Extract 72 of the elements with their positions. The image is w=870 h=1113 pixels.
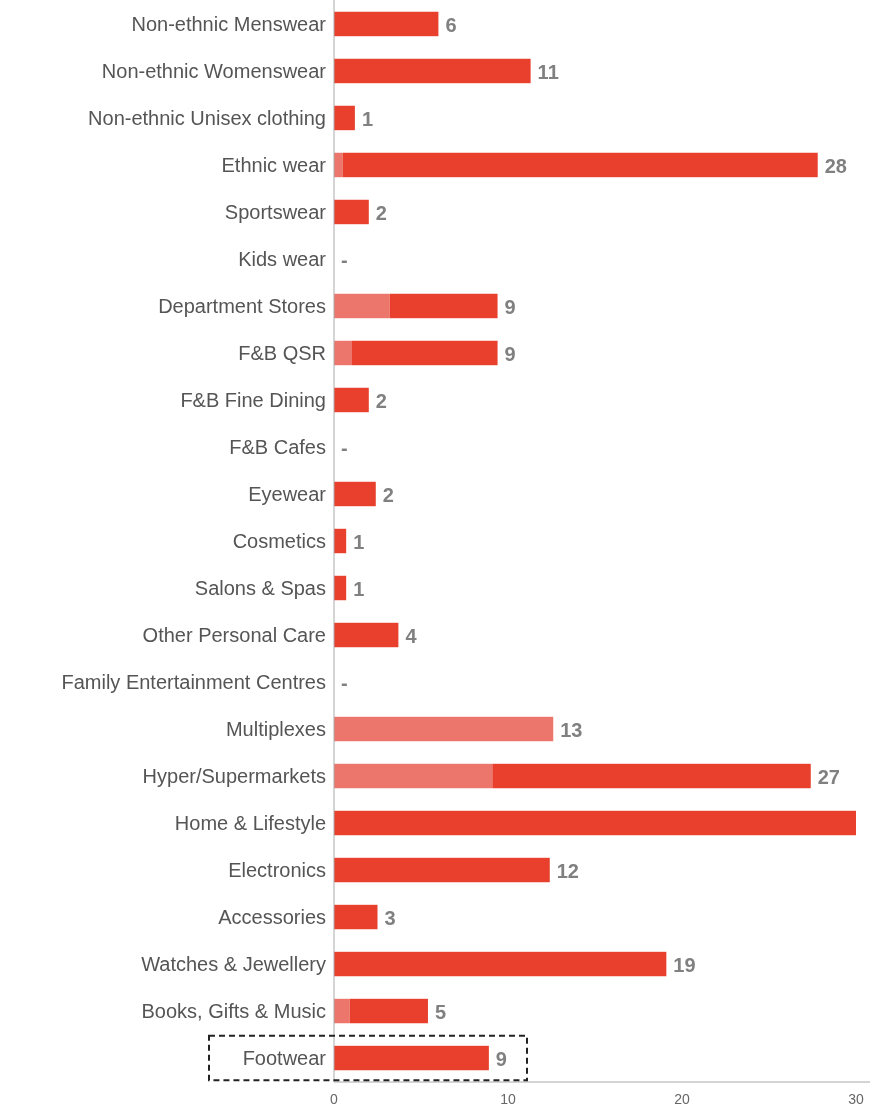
bar (334, 857, 550, 883)
bar (334, 951, 667, 977)
x-tick-label: 0 (330, 1091, 339, 1107)
y-tick-label: Family Entertainment Centres (61, 671, 326, 694)
bar (349, 998, 428, 1024)
y-tick-label: Accessories (218, 906, 326, 929)
total-label: 9 (504, 295, 516, 318)
y-tick-label: F&B Cafes (229, 435, 326, 458)
bar (334, 763, 493, 789)
total-label: 6 (445, 13, 457, 36)
bar (334, 622, 399, 648)
total-label: 1 (361, 107, 374, 130)
y-tick-label: F&B QSR (238, 341, 326, 364)
bar (334, 998, 350, 1024)
y-tick-label: Non-ethnic Menswear (131, 12, 327, 35)
y-tick-label: Hyper/Supermarkets (142, 765, 326, 788)
total-label: 1 (353, 577, 365, 600)
y-tick-label: Sportswear (224, 200, 327, 223)
total-label: - (341, 436, 348, 459)
bar (334, 105, 355, 131)
bar (334, 340, 352, 366)
total-label: 2 (375, 201, 387, 224)
total-label: 5 (434, 1000, 447, 1023)
bar (334, 293, 390, 319)
bar (389, 293, 498, 319)
y-tick-label: Department Stores (158, 294, 326, 317)
y-tick-label: Cosmetics (232, 530, 326, 552)
total-label: 12 (556, 859, 580, 882)
y-tick-label: Eyewear (248, 483, 327, 505)
x-tick-label: 30 (848, 1091, 864, 1107)
total-label: 1 (353, 530, 365, 553)
total-label: 13 (560, 718, 583, 741)
bar (334, 199, 369, 225)
y-tick-label: Non-ethnic Womenswear (101, 59, 327, 82)
bar (342, 152, 818, 178)
bar (334, 716, 554, 742)
bar (334, 58, 531, 84)
total-label: - (341, 671, 348, 694)
y-tick-label: Books, Gifts & Music (141, 1000, 326, 1023)
total-label: 3 (384, 906, 396, 929)
y-tick-label: Watches & Jewellery (141, 953, 326, 976)
y-tick-label: Non-ethnic Unisex clothing (88, 106, 326, 129)
bar (492, 763, 811, 789)
y-tick-label: Other Personal Care (142, 624, 326, 647)
x-tick-label: 20 (674, 1091, 690, 1107)
y-tick-label: Electronics (228, 859, 326, 882)
total-label: 2 (382, 483, 394, 506)
y-tick-label: F&B Fine Dining (180, 388, 326, 411)
bar (334, 810, 856, 836)
bar (334, 481, 376, 507)
total-label: 9 (504, 342, 516, 365)
total-label: 28 (824, 154, 847, 177)
y-tick-label: Salons & Spas (194, 577, 326, 599)
total-label: - (341, 248, 348, 271)
bar (334, 1045, 489, 1071)
y-tick-label: Home & Lifestyle (174, 812, 326, 835)
y-tick-label: Multiplexes (225, 718, 326, 741)
bar (351, 340, 498, 366)
total-label: 9 (495, 1047, 507, 1070)
y-tick-label: Kids wear (238, 247, 327, 270)
bar (334, 904, 378, 930)
total-label: 2 (375, 389, 387, 412)
x-tick-label: 10 (500, 1091, 516, 1107)
total-label: 19 (673, 953, 696, 976)
total-label: 4 (405, 624, 418, 647)
total-label: 27 (817, 765, 841, 788)
bar (334, 11, 439, 37)
total-label: 11 (537, 60, 559, 83)
bar (334, 152, 343, 178)
y-tick-label: Ethnic wear (221, 153, 327, 176)
y-tick-label: Footwear (242, 1047, 327, 1070)
bar (334, 387, 369, 413)
